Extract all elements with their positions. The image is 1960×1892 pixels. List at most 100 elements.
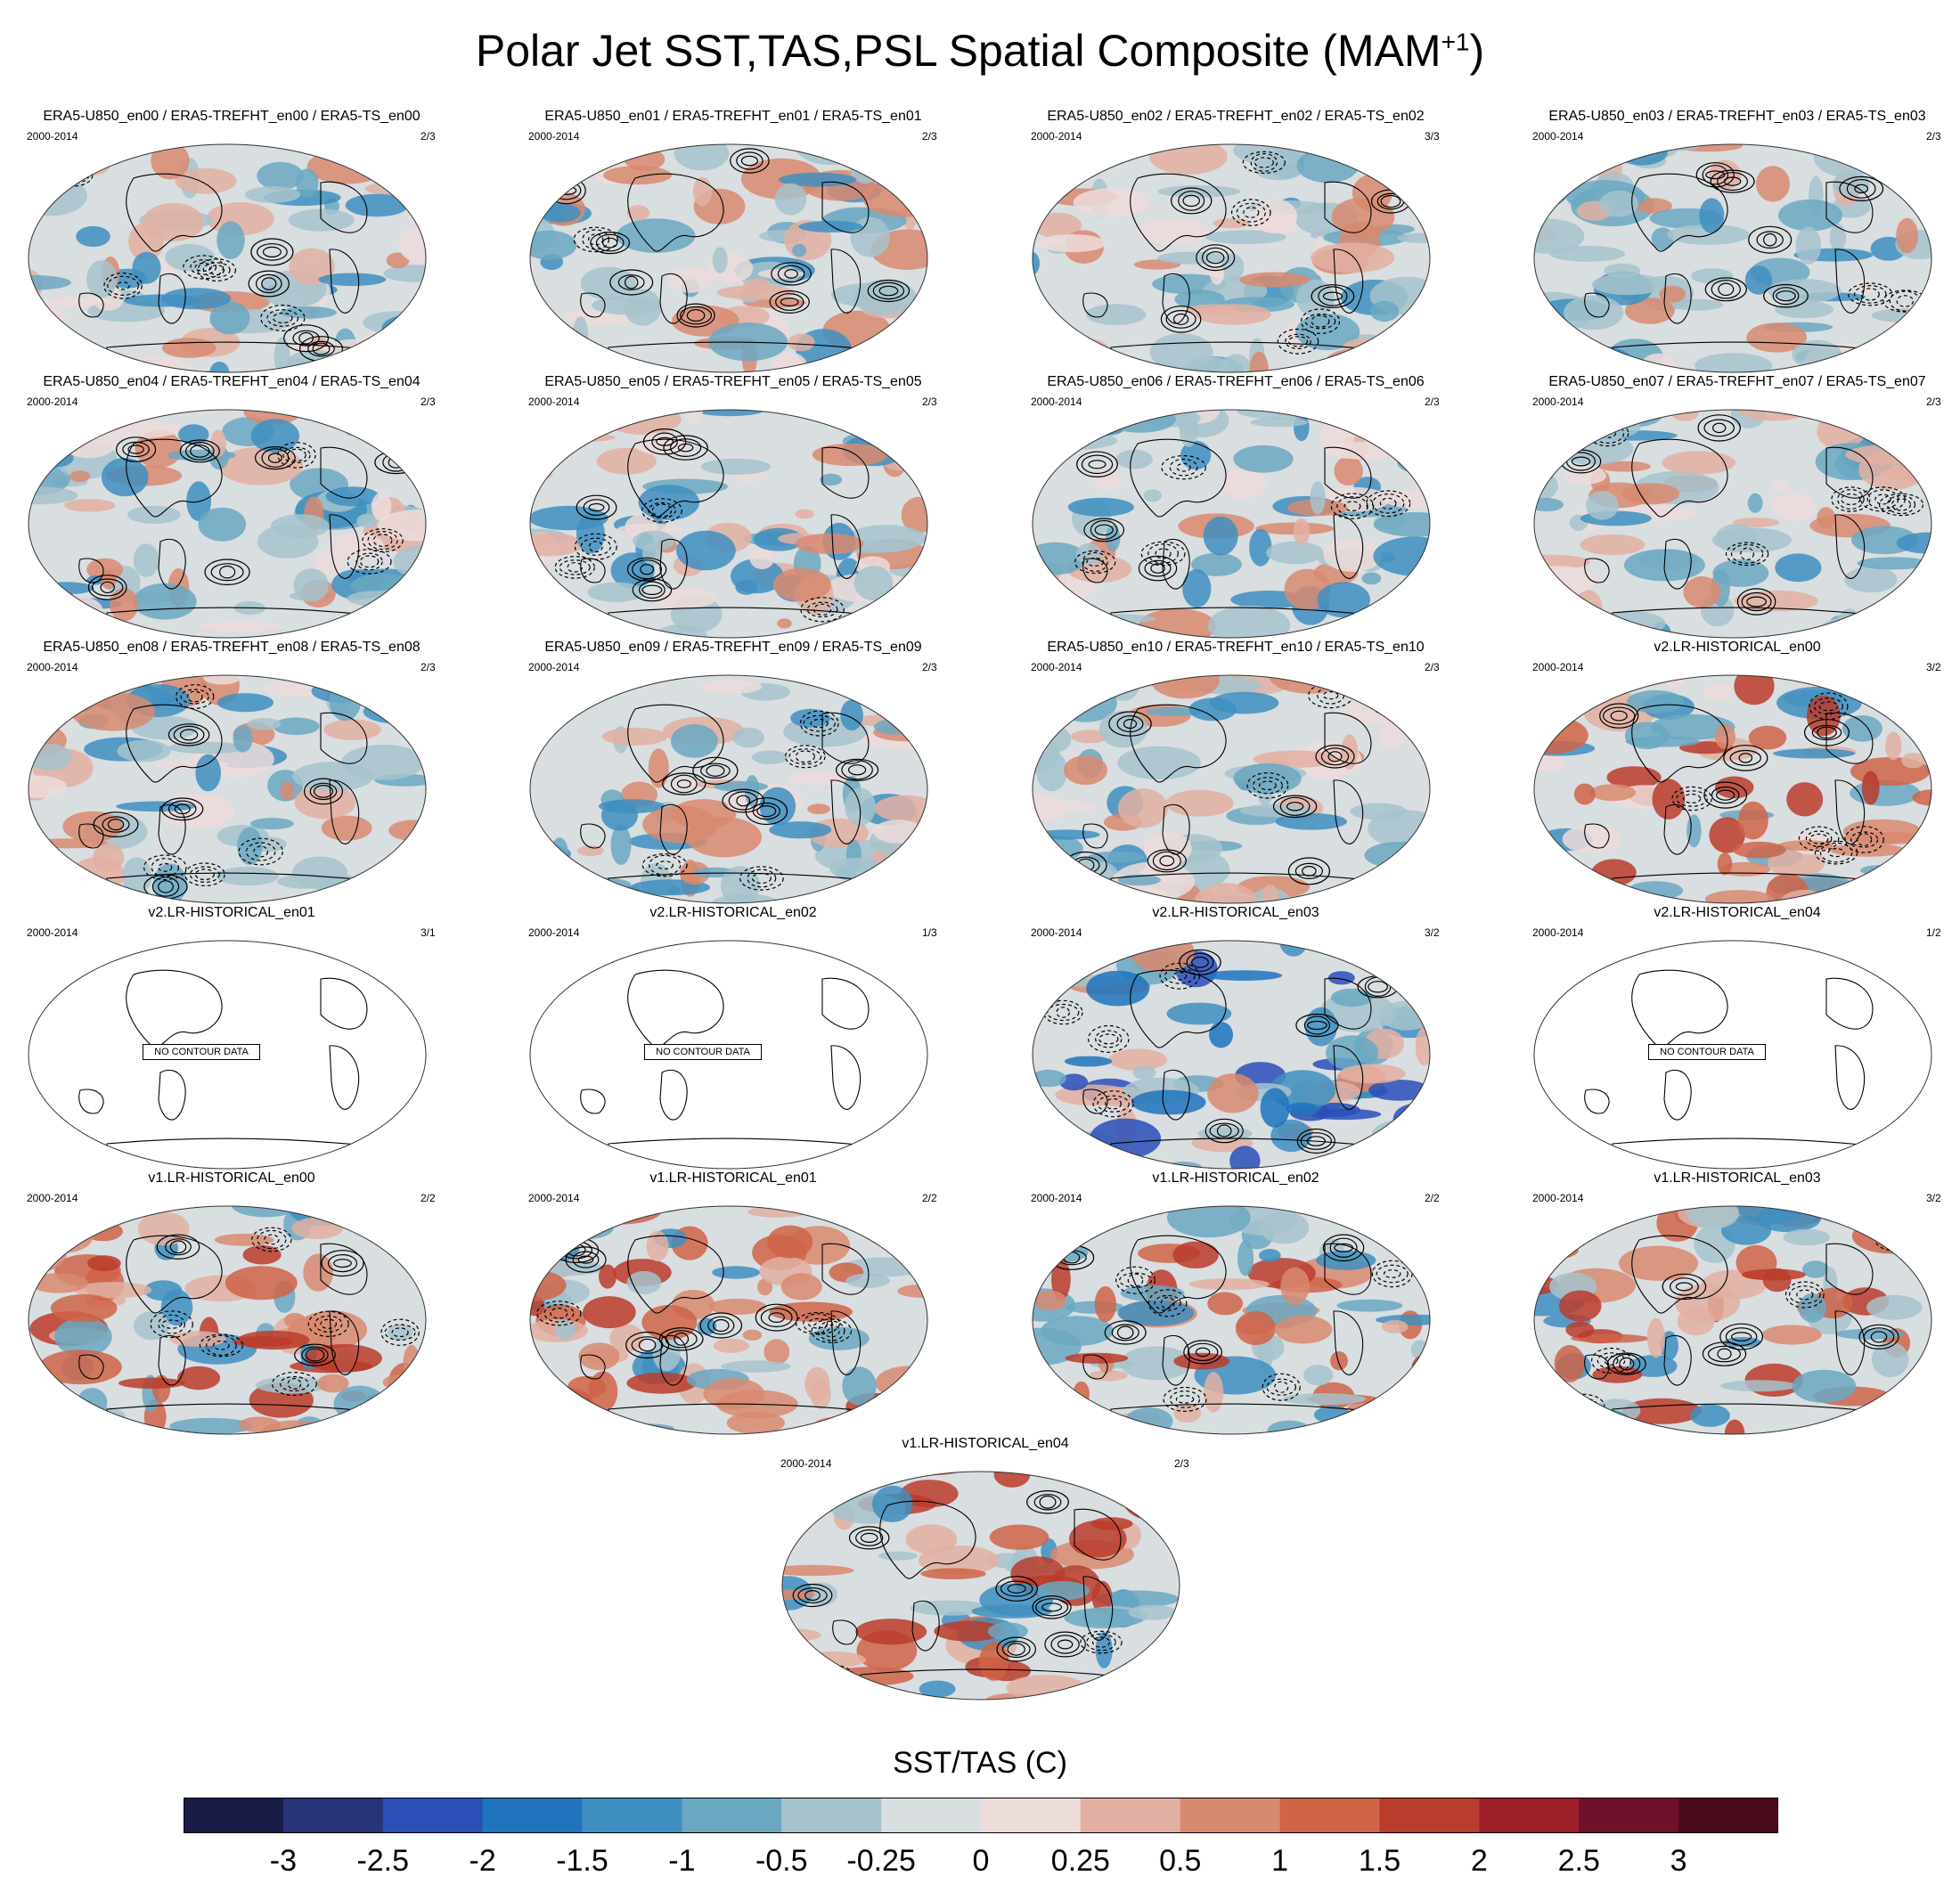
anomaly-patch	[774, 183, 807, 216]
psl-contour	[1702, 165, 1728, 185]
anomaly-patch	[29, 1407, 96, 1434]
panel-ratio: 2/3	[1926, 130, 1941, 143]
no-contour-data-label: NO CONTOUR DATA	[143, 1044, 260, 1060]
psl-contour	[250, 238, 294, 266]
coastline	[830, 1045, 862, 1110]
anomaly-patch	[1326, 347, 1393, 372]
colorbar-swatch	[582, 1798, 682, 1833]
psl-contour	[1042, 999, 1083, 1025]
anomaly-patch	[1622, 483, 1680, 505]
coastline	[320, 181, 368, 233]
anomaly-patch	[1771, 492, 1816, 521]
anomaly-patch	[540, 203, 581, 223]
psl-contour	[161, 797, 204, 821]
map-panel: v2.LR-HISTORICAL_en01 2000-2014 3/1 NO CONT…	[0, 905, 463, 1172]
anomaly-patch	[1534, 416, 1595, 451]
psl-contour	[816, 1668, 849, 1685]
psl-contour	[1697, 414, 1741, 442]
psl-contour	[1383, 1269, 1401, 1278]
psl-contour	[1150, 563, 1165, 574]
colorbar-tick-label: 0.25	[1050, 1844, 1110, 1878]
psl-contour	[1094, 524, 1114, 536]
psl-contour	[1000, 1580, 1033, 1597]
anomaly-patch	[878, 1551, 918, 1561]
anomaly-patch	[1586, 491, 1619, 520]
psl-contour	[1216, 1124, 1232, 1138]
anomaly-patch	[1369, 300, 1400, 322]
anomaly-patch	[812, 443, 888, 467]
anomaly-patch	[1331, 197, 1395, 237]
anomaly-patch	[1238, 272, 1311, 288]
psl-contour	[251, 1227, 292, 1252]
anomaly-patch	[1260, 1088, 1290, 1128]
psl-contour	[797, 1587, 828, 1603]
panel-period: 2000-2014	[528, 130, 580, 143]
psl-contour	[1805, 830, 1833, 847]
map-plot	[1032, 1205, 1431, 1435]
anomaly-patch	[1604, 263, 1641, 278]
coastline	[1324, 977, 1372, 1030]
psl-contour	[632, 559, 663, 580]
anomaly-patch	[853, 566, 894, 601]
anomaly-patch	[1061, 1206, 1086, 1216]
anomaly-patch	[1056, 1689, 1078, 1700]
psl-contour	[87, 575, 127, 600]
psl-contour	[1776, 290, 1796, 302]
psl-contour	[1104, 1320, 1147, 1345]
anomaly-patch	[1795, 226, 1822, 265]
anomaly-patch	[1209, 262, 1225, 285]
anomaly-patch	[1207, 1292, 1243, 1316]
anomaly-patch	[1033, 251, 1040, 276]
coastline	[821, 1243, 870, 1295]
psl-contour	[1606, 1352, 1646, 1375]
anomaly-patch	[1534, 711, 1564, 723]
anomaly-patch	[294, 785, 356, 820]
anomaly-patch	[1669, 298, 1724, 311]
anomaly-patch	[779, 172, 857, 187]
anomaly-patch	[101, 457, 149, 497]
anomaly-patch	[532, 432, 616, 443]
psl-contour	[143, 854, 187, 881]
psl-contour	[745, 797, 788, 826]
coastline	[126, 969, 223, 1048]
anomaly-patch	[1775, 553, 1822, 583]
colorbar-tick-label: 2	[1470, 1844, 1488, 1878]
panel-ratio: 1/2	[1926, 926, 1941, 939]
anomaly-patch	[1086, 970, 1150, 1007]
psl-contour	[1891, 498, 1912, 511]
coastline	[1074, 1508, 1122, 1561]
anomaly-patch	[386, 252, 410, 269]
panel-title: v1.LR-HISTORICAL_en00	[148, 1170, 315, 1186]
coastline	[1130, 704, 1227, 783]
anomaly-patch	[1128, 1604, 1177, 1620]
anomaly-patch	[842, 1366, 877, 1406]
map-border	[28, 409, 427, 639]
anomaly-patch	[233, 724, 253, 753]
anomaly-patch	[1912, 1390, 1929, 1403]
coastline	[1333, 514, 1364, 579]
panel-period: 2000-2014	[1031, 926, 1082, 939]
psl-contour	[1300, 1132, 1332, 1150]
psl-contour	[1007, 1584, 1026, 1594]
panel-title: ERA5-U850_en09 / ERA5-TREFHT_en09 / ERA5…	[544, 640, 922, 655]
anomaly-patch	[788, 333, 815, 352]
anomaly-patch	[325, 486, 380, 507]
anomaly-patch	[1829, 224, 1846, 252]
anomaly-patch	[143, 1280, 183, 1301]
anomaly-patch	[1689, 1404, 1730, 1427]
anomaly-patch	[601, 727, 668, 746]
psl-contour	[1074, 550, 1116, 575]
anomaly-patch	[1762, 1268, 1792, 1293]
anomaly-patch	[29, 1273, 88, 1293]
psl-contour	[1705, 170, 1726, 180]
anomaly-patch	[288, 208, 355, 232]
anomaly-patch	[1323, 442, 1402, 460]
anomaly-patch	[1717, 852, 1733, 876]
anomaly-patch	[132, 251, 161, 284]
anomaly-patch	[1539, 877, 1596, 903]
psl-contour	[836, 758, 879, 781]
map-panel: ERA5-U850_en03 / ERA5-TREFHT_en03 / ERA5…	[1506, 109, 1960, 376]
anomaly-patch	[1619, 1245, 1699, 1281]
psl-contour	[1702, 1342, 1747, 1366]
map-border	[1032, 1205, 1431, 1435]
